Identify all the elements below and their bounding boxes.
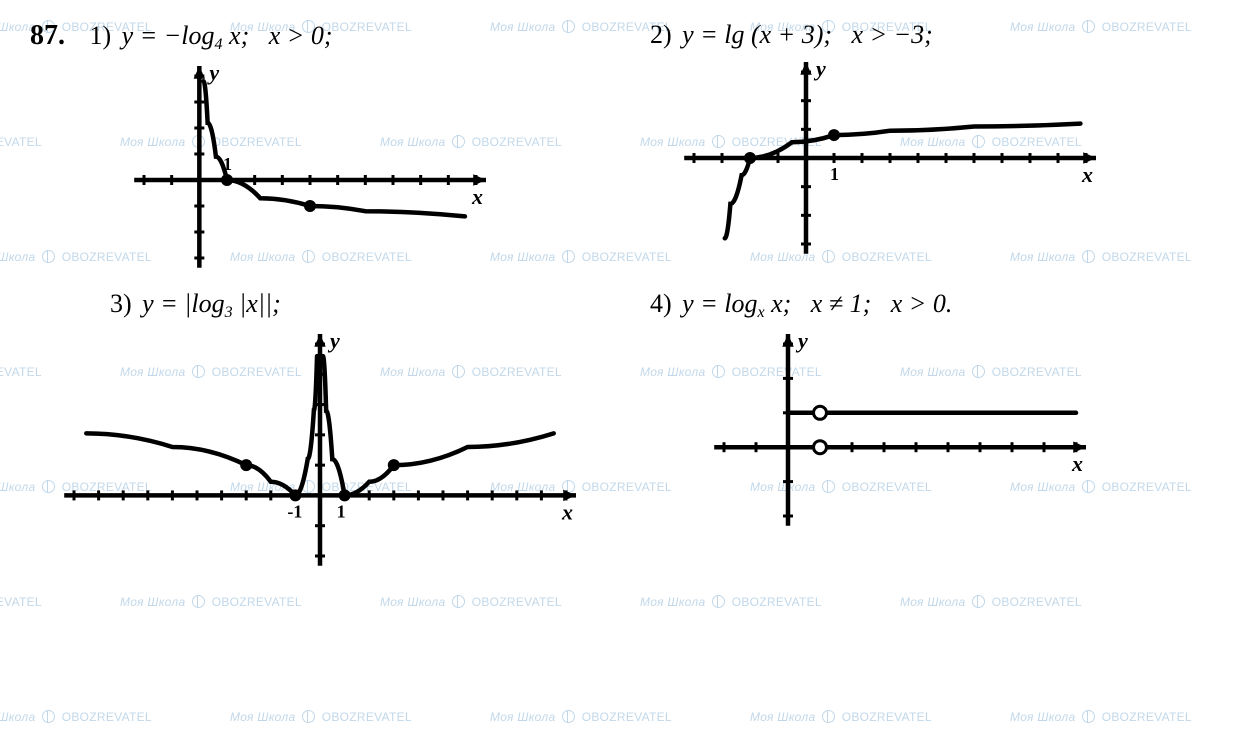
p3-chart: y x 1 -1 — [60, 330, 590, 575]
svg-text:x: x — [1081, 162, 1093, 187]
svg-text:1: 1 — [223, 154, 232, 174]
p4-formula: y = logx x; x ≠ 1; x > 0. — [682, 289, 952, 318]
svg-text:x: x — [471, 184, 483, 209]
problem-1: 87. 1) y = −log4 x; x > 0; y x 1 — [30, 20, 590, 277]
p2-number: 2) — [650, 20, 672, 49]
problem-3: 3) y = |log3 |x||; y x 1 -1 — [30, 289, 590, 575]
svg-text:1: 1 — [337, 501, 346, 521]
svg-text:-1: -1 — [287, 501, 302, 521]
svg-text:x: x — [1071, 451, 1083, 476]
svg-text:y: y — [206, 62, 219, 85]
p2-formula: y = lg (x + 3); x > −3; — [682, 20, 933, 49]
p3-number: 3) — [110, 289, 132, 318]
svg-text:y: y — [813, 58, 826, 81]
problem-4: 4) y = logx x; x ≠ 1; x > 0. yx — [650, 289, 1210, 535]
svg-text:x: x — [561, 499, 573, 524]
svg-text:y: y — [327, 330, 340, 353]
svg-text:1: 1 — [830, 164, 839, 184]
p4-number: 4) — [650, 289, 672, 318]
p3-formula: y = |log3 |x||; — [142, 289, 281, 318]
problem-2: 2) y = lg (x + 3); x > −3; y x 1 — [650, 20, 1210, 263]
p4-chart: yx — [710, 330, 1210, 535]
p1-number: 1) — [90, 21, 112, 50]
exercise-number: 87. — [30, 20, 65, 51]
p1-formula: y = −log4 x; x > 0; — [122, 21, 333, 50]
p1-chart: y x 1 — [130, 62, 590, 277]
svg-text:y: y — [795, 330, 808, 353]
p2-chart: y x 1 — [680, 58, 1210, 263]
